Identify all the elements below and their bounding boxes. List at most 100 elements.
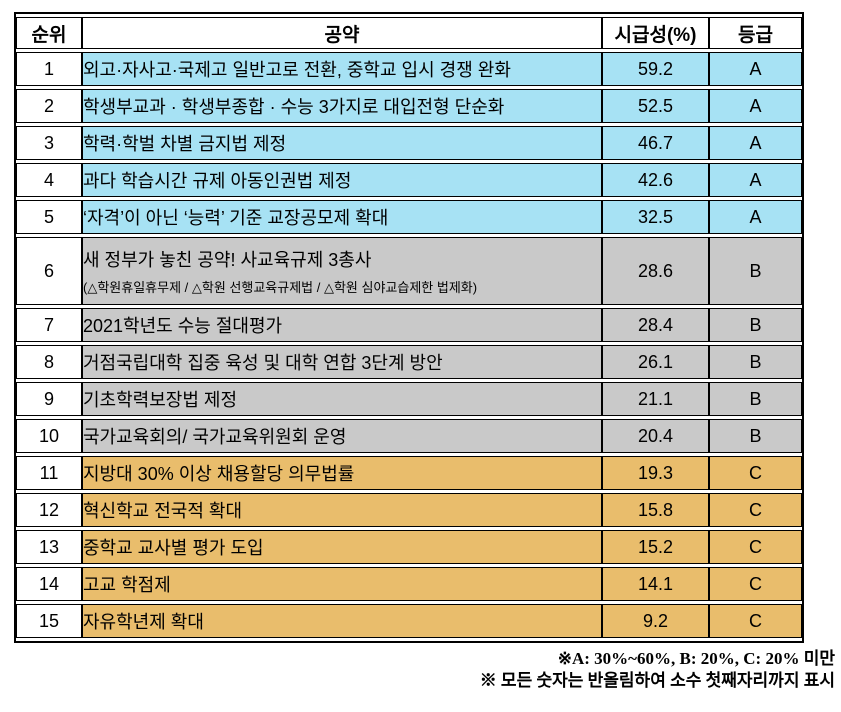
table-row: 14 고교 학점제 14.1 C (16, 567, 802, 601)
urgency-cell: 15.2 (602, 530, 709, 564)
rank-cell: 1 (16, 52, 82, 86)
rank-cell: 13 (16, 530, 82, 564)
grade-cell: B (709, 308, 802, 342)
grade-cell: A (709, 89, 802, 123)
urgency-header-cell: 시급성(%) (602, 17, 709, 49)
pledge-text: 2021학년도 수능 절대평가 (83, 316, 283, 336)
grade-cell: B (709, 382, 802, 416)
pledge-text: 고교 학점제 (83, 575, 171, 595)
rank-cell: 7 (16, 308, 82, 342)
urgency-cell: 20.4 (602, 419, 709, 453)
rank-cell: 2 (16, 89, 82, 123)
rank-cell: 12 (16, 493, 82, 527)
urgency-cell: 9.2 (602, 604, 709, 638)
grade-cell: C (709, 530, 802, 564)
pledge-text: 학생부교과 · 학생부종합 · 수능 3가지로 대입전형 단순화 (83, 97, 505, 117)
grade-cell: C (709, 493, 802, 527)
pledge-text: 혁신학교 전국적 확대 (83, 501, 243, 521)
table-row: 1 외고·자사고·국제고 일반고로 전환, 중학교 입시 경쟁 완화 59.2 … (16, 52, 802, 86)
pledge-cell: 기초학력보장법 제정 (82, 382, 602, 416)
table-row: 6 새 정부가 놓친 공약! 사교육규제 3총사 (△학원휴일휴무제 / △학원… (16, 237, 802, 305)
urgency-cell: 21.1 (602, 382, 709, 416)
table-row: 9 기초학력보장법 제정 21.1 B (16, 382, 802, 416)
pledge-text: 자유학년제 확대 (83, 612, 204, 632)
grade-cell: A (709, 126, 802, 160)
footnote-rounding-note: ※ 모든 숫자는 반올림하여 소수 첫째자리까지 표시 (479, 671, 835, 690)
grade-cell: C (709, 456, 802, 490)
pledge-cell: 자유학년제 확대 (82, 604, 602, 638)
pledge-cell: 거점국립대학 집중 육성 및 대학 연합 3단계 방안 (82, 345, 602, 379)
header-row: 순위 공약 시급성(%) 등급 (16, 17, 802, 49)
urgency-cell: 32.5 (602, 200, 709, 234)
table-row: 4 과다 학습시간 규제 아동인권법 제정 42.6 A (16, 163, 802, 197)
pledge-cell: 혁신학교 전국적 확대 (82, 493, 602, 527)
pledge-text: 거점국립대학 집중 육성 및 대학 연합 3단계 방안 (83, 353, 443, 373)
pledge-text: 과다 학습시간 규제 아동인권법 제정 (83, 171, 352, 191)
pledge-subtext: (△학원휴일휴무제 / △학원 선행교육규제법 / △학원 심야교습제한 법제화… (83, 280, 478, 295)
table-row: 8 거점국립대학 집중 육성 및 대학 연합 3단계 방안 26.1 B (16, 345, 802, 379)
rank-cell: 10 (16, 419, 82, 453)
pledge-text: 지방대 30% 이상 채용할당 의무법률 (83, 464, 355, 484)
pledge-cell: 지방대 30% 이상 채용할당 의무법률 (82, 456, 602, 490)
urgency-cell: 59.2 (602, 52, 709, 86)
pledge-text: 학력·학벌 차별 금지법 제정 (83, 134, 287, 154)
grade-cell: B (709, 345, 802, 379)
rank-cell: 9 (16, 382, 82, 416)
pledge-text: ‘자격’이 아닌 ‘능력’ 기준 교장공모제 확대 (83, 208, 389, 228)
pledge-cell: 학력·학벌 차별 금지법 제정 (82, 126, 602, 160)
pledge-text: 국가교육회의/ 국가교육위원회 운영 (83, 427, 347, 447)
pledge-ranking-table: 순위 공약 시급성(%) 등급 1 외고·자사고·국제고 일반고로 전환, 중학… (16, 14, 802, 641)
grade-cell: C (709, 567, 802, 601)
urgency-cell: 26.1 (602, 345, 709, 379)
urgency-cell: 28.4 (602, 308, 709, 342)
grade-cell: B (709, 419, 802, 453)
footnote-grade-legend: ※A: 30%~60%, B: 20%, C: 20% 미만 (557, 649, 835, 668)
urgency-cell: 28.6 (602, 237, 709, 305)
pledge-cell: 국가교육회의/ 국가교육위원회 운영 (82, 419, 602, 453)
urgency-cell: 19.3 (602, 456, 709, 490)
footnotes: ※A: 30%~60%, B: 20%, C: 20% 미만 ※ 모든 숫자는 … (480, 648, 835, 692)
pledge-text: 중학교 교사별 평가 도입 (83, 538, 264, 558)
table-row: 5 ‘자격’이 아닌 ‘능력’ 기준 교장공모제 확대 32.5 A (16, 200, 802, 234)
rank-cell: 8 (16, 345, 82, 379)
pledge-header-cell: 공약 (82, 17, 602, 49)
pledge-cell: 새 정부가 놓친 공약! 사교육규제 3총사 (△학원휴일휴무제 / △학원 선… (82, 237, 602, 305)
urgency-cell: 14.1 (602, 567, 709, 601)
rank-cell: 3 (16, 126, 82, 160)
rank-cell: 14 (16, 567, 82, 601)
grade-cell: A (709, 163, 802, 197)
pledge-cell: 외고·자사고·국제고 일반고로 전환, 중학교 입시 경쟁 완화 (82, 52, 602, 86)
grade-cell: A (709, 200, 802, 234)
pledge-text: 외고·자사고·국제고 일반고로 전환, 중학교 입시 경쟁 완화 (83, 60, 511, 80)
grade-cell: B (709, 237, 802, 305)
pledge-cell: 고교 학점제 (82, 567, 602, 601)
pledge-text: 새 정부가 놓친 공약! 사교육규제 3총사 (83, 250, 372, 270)
urgency-cell: 42.6 (602, 163, 709, 197)
table-row: 3 학력·학벌 차별 금지법 제정 46.7 A (16, 126, 802, 160)
rank-cell: 5 (16, 200, 82, 234)
rank-cell: 11 (16, 456, 82, 490)
rank-cell: 15 (16, 604, 82, 638)
grade-header-cell: 등급 (709, 17, 802, 49)
table-row: 11 지방대 30% 이상 채용할당 의무법률 19.3 C (16, 456, 802, 490)
rank-cell: 6 (16, 237, 82, 305)
rank-cell: 4 (16, 163, 82, 197)
table-row: 7 2021학년도 수능 절대평가 28.4 B (16, 308, 802, 342)
pledge-cell: ‘자격’이 아닌 ‘능력’ 기준 교장공모제 확대 (82, 200, 602, 234)
table-row: 13 중학교 교사별 평가 도입 15.2 C (16, 530, 802, 564)
grade-cell: C (709, 604, 802, 638)
urgency-cell: 15.8 (602, 493, 709, 527)
pledge-ranking-table-wrap: 순위 공약 시급성(%) 등급 1 외고·자사고·국제고 일반고로 전환, 중학… (14, 12, 804, 643)
pledge-text: 기초학력보장법 제정 (83, 390, 238, 410)
pledge-cell: 중학교 교사별 평가 도입 (82, 530, 602, 564)
pledge-cell: 과다 학습시간 규제 아동인권법 제정 (82, 163, 602, 197)
urgency-cell: 52.5 (602, 89, 709, 123)
table-row: 2 학생부교과 · 학생부종합 · 수능 3가지로 대입전형 단순화 52.5 … (16, 89, 802, 123)
table-body: 1 외고·자사고·국제고 일반고로 전환, 중학교 입시 경쟁 완화 59.2 … (16, 52, 802, 638)
table-row: 10 국가교육회의/ 국가교육위원회 운영 20.4 B (16, 419, 802, 453)
pledge-cell: 2021학년도 수능 절대평가 (82, 308, 602, 342)
table-row: 15 자유학년제 확대 9.2 C (16, 604, 802, 638)
grade-cell: A (709, 52, 802, 86)
rank-header-cell: 순위 (16, 17, 82, 49)
urgency-cell: 46.7 (602, 126, 709, 160)
